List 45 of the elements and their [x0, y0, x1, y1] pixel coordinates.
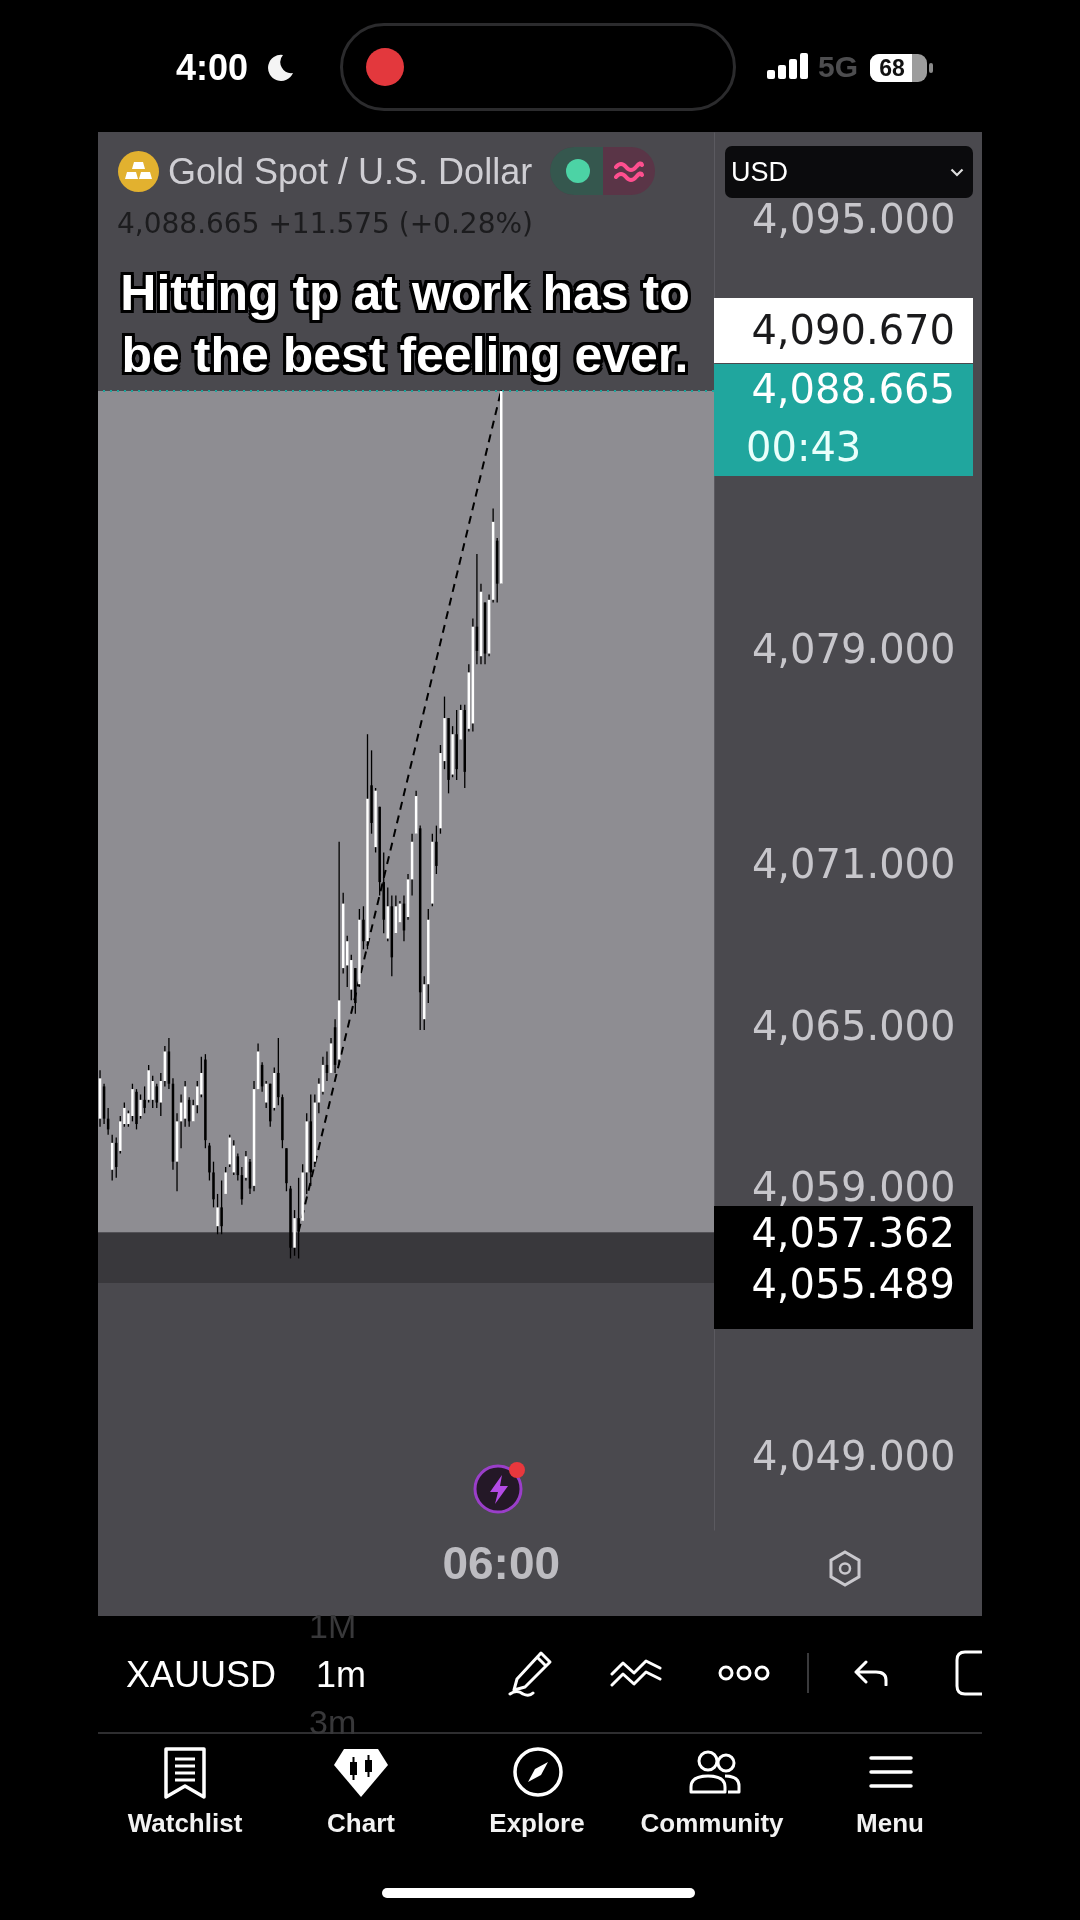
candlestick [135, 1088, 138, 1131]
text: 00:43 [746, 422, 862, 471]
y-tick-label: 4,065.000 [751, 1002, 956, 1049]
text: Explore [489, 1807, 585, 1838]
text: 4,057.362 [751, 1208, 955, 1257]
candlestick [285, 1147, 288, 1192]
candlestick [366, 733, 369, 950]
candlestick [216, 1193, 219, 1235]
candlestick [370, 749, 373, 835]
ref-line-label: 4,088.665 [751, 366, 955, 413]
text: USD [731, 156, 789, 189]
text: Community [640, 1807, 784, 1838]
candlestick [212, 1161, 215, 1209]
y-tick-label: 4,095.000 [751, 196, 956, 243]
candlestick [447, 717, 450, 795]
y-tick-label: 4,079.000 [751, 626, 956, 673]
annotation: Hitting tp at work has to be the best feeling ever. [119, 264, 691, 385]
text: 68 [879, 54, 905, 81]
candlestick [281, 1093, 284, 1149]
candlestick [435, 824, 438, 875]
text: 1M [309, 1606, 357, 1647]
candlestick [224, 1166, 227, 1195]
text: Chart [327, 1807, 395, 1838]
text: 5G [818, 49, 859, 86]
text: 4:00 [176, 45, 249, 90]
y-tick-label: 4,071.000 [751, 841, 956, 888]
text: Menu [856, 1807, 924, 1838]
text: 4,090.670 [751, 305, 955, 354]
candlestick [220, 1179, 223, 1235]
y-tick-label: 4,049.000 [751, 1432, 956, 1479]
text: XAUUSD [126, 1652, 277, 1697]
text: Watchlist [127, 1807, 243, 1838]
candlestick [139, 1093, 142, 1120]
candlestick [131, 1083, 134, 1122]
candlestick [204, 1053, 207, 1149]
y-tick-label: 4,059.000 [751, 1164, 956, 1211]
candlestick [362, 905, 365, 950]
x-tick-label: 06:00 [442, 1536, 561, 1589]
text: 3m [309, 1702, 357, 1743]
text: 1m [316, 1652, 367, 1697]
text: 4,055.489 [751, 1259, 955, 1308]
text: Gold Spot / U.S. Dollar [168, 149, 533, 194]
candlestick [208, 1142, 211, 1182]
candlestick [289, 1185, 292, 1260]
candlestick [143, 1085, 146, 1114]
